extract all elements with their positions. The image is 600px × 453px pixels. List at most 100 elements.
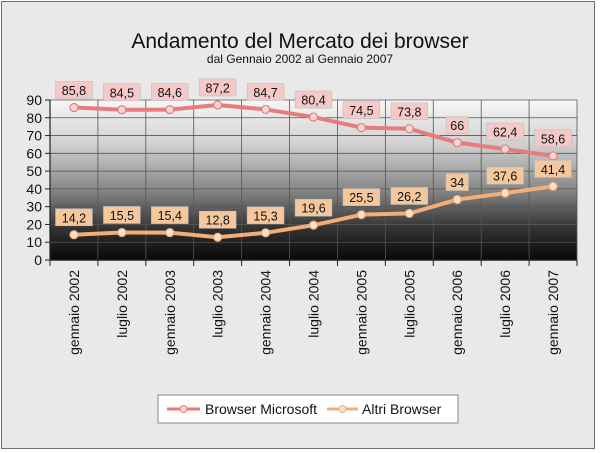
data-label-browser-microsoft: 84,5 — [110, 86, 134, 100]
data-label-box-altri-browser — [151, 206, 189, 224]
data-label-browser-microsoft: 80,4 — [301, 94, 325, 108]
data-point-browser-microsoft — [260, 104, 271, 115]
legend-box — [157, 394, 459, 424]
data-point-altri-browser — [500, 188, 510, 198]
data-label-browser-microsoft: 74,5 — [349, 104, 373, 118]
data-label-box-altri-browser — [534, 160, 572, 178]
x-tick-label: luglio 2002 — [114, 270, 130, 338]
data-point-altri-browser — [69, 230, 79, 240]
legend-marker-altri-browser — [338, 405, 347, 413]
data-label-altri-browser: 15,4 — [158, 209, 182, 223]
data-point-altri-browser — [308, 220, 319, 230]
y-tick-label: 70 — [26, 128, 42, 144]
y-tick-label: 10 — [26, 234, 42, 250]
data-label-box-browser-microsoft — [390, 102, 429, 121]
x-tick-label: luglio 2006 — [497, 270, 513, 338]
data-label-box-altri-browser — [390, 187, 429, 205]
data-point-altri-browser — [548, 181, 558, 191]
data-label-box-altri-browser — [486, 166, 524, 185]
data-label-box-altri-browser — [103, 206, 141, 224]
data-label-altri-browser: 14,2 — [62, 211, 86, 225]
data-label-altri-browser: 12,8 — [206, 214, 230, 228]
data-point-altri-browser — [404, 208, 414, 219]
data-label-box-altri-browser — [294, 198, 333, 217]
data-label-altri-browser: 15,5 — [110, 209, 134, 223]
y-tick-label: 30 — [26, 199, 42, 215]
data-point-browser-microsoft — [213, 100, 223, 110]
data-label-browser-microsoft: 85,8 — [62, 84, 86, 98]
data-label-box-browser-microsoft — [246, 83, 285, 101]
data-label-browser-microsoft: 66 — [450, 119, 464, 133]
data-point-browser-microsoft — [500, 144, 510, 154]
x-tick-label: gennaio 2005 — [353, 270, 369, 355]
data-label-box-browser-microsoft — [445, 116, 469, 134]
x-tick-label: gennaio 2007 — [545, 270, 561, 355]
data-point-browser-microsoft — [69, 102, 79, 113]
data-label-box-browser-microsoft — [534, 129, 572, 148]
legend-marker-browser-microsoft — [179, 405, 188, 413]
data-label-box-altri-browser — [445, 173, 469, 191]
x-tick-label: gennaio 2004 — [258, 270, 274, 355]
data-label-altri-browser: 25,5 — [349, 191, 373, 205]
series-layer: 85,8 84,5 84,6 87,2 84,7 80,4 74,5 73,8 66 62,4 58… — [55, 78, 572, 242]
data-label-browser-microsoft: 84,6 — [158, 86, 182, 100]
data-label-browser-microsoft: 58,6 — [541, 132, 565, 146]
data-label-box-browser-microsoft — [342, 101, 381, 119]
data-label-altri-browser: 26,2 — [397, 190, 421, 204]
data-label-box-altri-browser — [246, 206, 285, 225]
data-point-browser-microsoft — [165, 104, 175, 115]
data-label-browser-microsoft: 84,7 — [253, 86, 277, 100]
grid-lines — [49, 99, 578, 260]
data-label-altri-browser: 15,3 — [253, 209, 277, 223]
legend-label-browser-microsoft: Browser Microsoft — [205, 401, 317, 417]
x-tick-label: gennaio 2002 — [66, 270, 82, 355]
data-point-altri-browser — [356, 210, 367, 220]
x-axis: gennaio 2002 luglio 2002 gennaio 2003 lugli… — [49, 259, 578, 355]
x-tick-label: luglio 2003 — [210, 270, 226, 338]
data-label-altri-browser: 37,6 — [493, 170, 517, 184]
data-point-altri-browser — [165, 228, 175, 238]
x-tick-label: luglio 2005 — [401, 270, 417, 338]
data-point-altri-browser — [452, 194, 462, 205]
data-point-altri-browser — [117, 227, 127, 238]
data-label-box-browser-microsoft — [198, 78, 237, 97]
data-label-altri-browser: 34 — [450, 176, 464, 190]
data-label-box-browser-microsoft — [294, 90, 333, 109]
data-label-box-altri-browser — [342, 188, 381, 206]
data-label-box-altri-browser — [198, 210, 237, 229]
data-label-altri-browser: 41,4 — [541, 163, 565, 177]
data-point-browser-microsoft — [404, 124, 414, 134]
data-label-box-browser-microsoft — [103, 83, 141, 102]
data-label-browser-microsoft: 62,4 — [493, 126, 517, 140]
x-tick-label: luglio 2004 — [306, 270, 322, 338]
data-label-box-altri-browser — [55, 208, 93, 227]
data-label-box-browser-microsoft — [151, 83, 189, 101]
data-point-browser-microsoft — [548, 151, 558, 161]
chart-title: Andamento del Mercato dei browser — [131, 30, 468, 53]
data-label-box-browser-microsoft — [486, 122, 524, 141]
data-label-altri-browser: 19,6 — [301, 202, 325, 216]
y-tick-label: 60 — [26, 145, 42, 161]
legend-label-altri-browser: Altri Browser — [362, 401, 442, 417]
data-point-browser-microsoft — [356, 122, 367, 133]
data-label-browser-microsoft: 87,2 — [206, 81, 230, 95]
y-tick-label: 50 — [26, 163, 42, 179]
chart-subtitle: dal Gennaio 2002 al Gennaio 2007 — [207, 52, 393, 66]
data-point-browser-microsoft — [308, 112, 319, 122]
y-tick-label: 0 — [34, 252, 42, 268]
y-tick-label: 80 — [26, 110, 42, 126]
data-point-altri-browser — [260, 228, 271, 238]
data-point-browser-microsoft — [117, 105, 127, 115]
data-point-browser-microsoft — [452, 138, 462, 148]
data-point-altri-browser — [213, 232, 223, 242]
data-label-box-browser-microsoft — [55, 81, 93, 99]
y-tick-label: 20 — [26, 216, 42, 232]
data-label-browser-microsoft: 73,8 — [397, 105, 421, 119]
x-tick-label: gennaio 2003 — [162, 270, 178, 355]
x-tick-label: gennaio 2006 — [449, 270, 465, 355]
y-tick-label: 90 — [26, 92, 42, 108]
y-tick-label: 40 — [26, 181, 42, 197]
legend: Browser Microsoft Altri Browser — [157, 394, 459, 424]
